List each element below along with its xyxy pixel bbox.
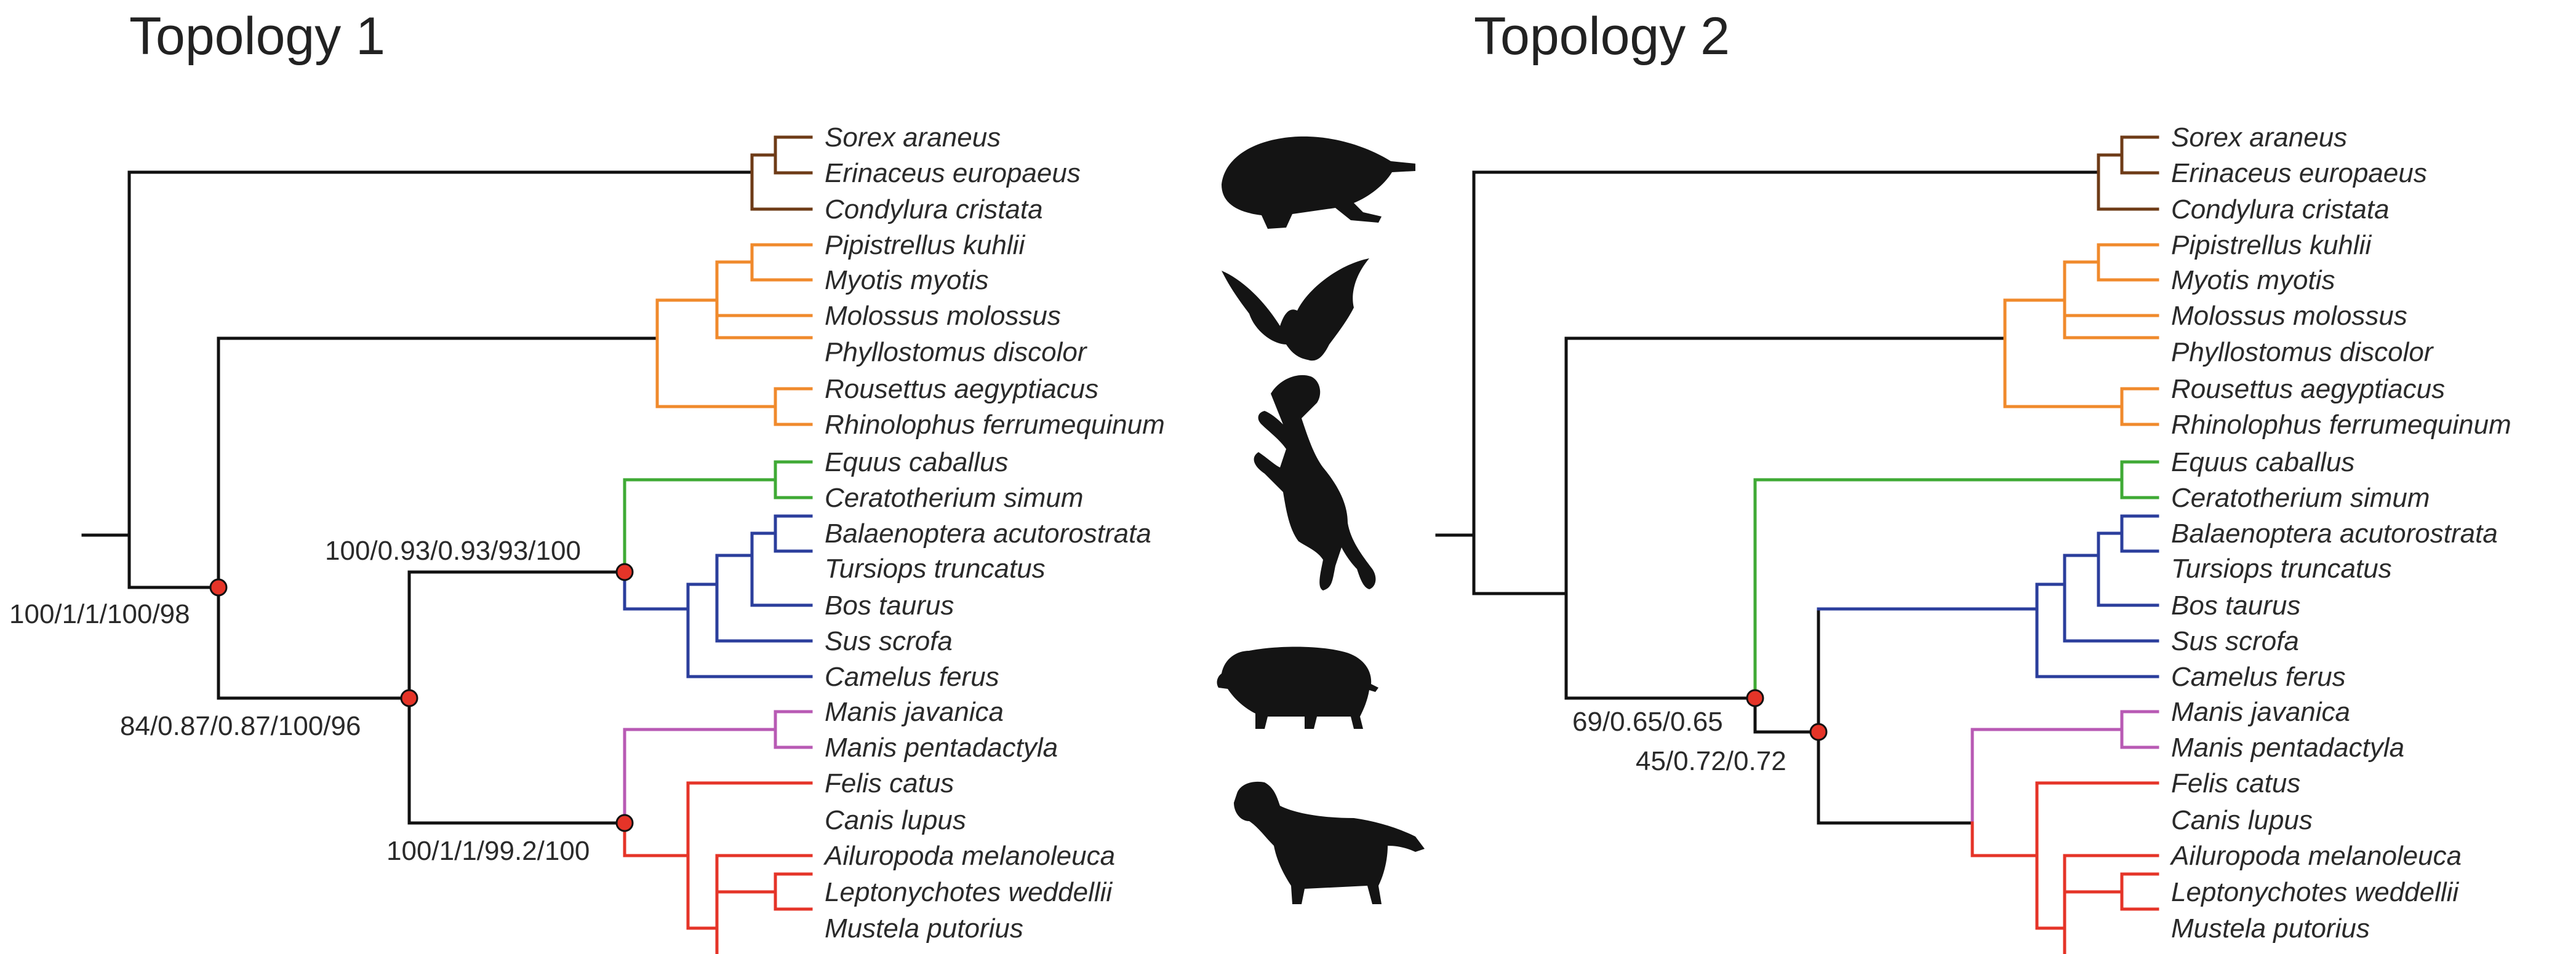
tree-topology-1: 100/1/1/100/98 84/0.87/0.87/100/96 100/0… [9,135,813,954]
t1-taxon: Erinaceus europaeus [825,158,1081,188]
t2-taxon: Sorex araneus [2171,122,2347,153]
t2-support-node-a: 69/0.65/0.65 [1572,707,1723,737]
t2-taxon: Sus scrofa [2171,626,2299,656]
t2-taxon: Rousettus aegyptiacus [2171,374,2445,404]
t1-eulipotyphla-clade [750,135,813,211]
t1-taxon: Tursiops truncatus [825,554,1046,584]
t1-chiroptera-clade [655,243,813,426]
t2-carnivora-clade [1970,781,2159,954]
t2-node-marker-b [1809,723,1828,741]
dog-icon [1234,781,1425,904]
t2-node-a-to-b [1753,696,1820,734]
t1-taxon: Camelus ferus [825,662,999,692]
t2-perissodactyla-clade [1753,460,2159,700]
t1-support-root: 100/1/1/100/98 [9,599,190,629]
t1-taxon: Balaenoptera acutorostrata [825,519,1151,549]
t1-taxon: Ailuropoda melanoleuca [823,841,1115,871]
t2-taxon: Leptonychotes weddellii [2171,877,2459,907]
t2-taxon: Phyllostomus discolor [2171,337,2434,367]
t2-taxon-labels: Sorex araneus Erinaceus europaeus Condyl… [2169,122,2511,944]
horse-icon [1254,375,1376,590]
t1-support-node-b: 84/0.87/0.87/100/96 [120,711,361,741]
t2-taxon: Felis catus [2171,768,2300,798]
t2-taxon: Balaenoptera acutorostrata [2171,519,2498,549]
t1-taxon-labels: Sorex araneus Erinaceus europaeus Condyl… [823,122,1165,944]
t1-taxon: Phyllostomus discolor [825,337,1088,367]
t2-taxon: Myotis myotis [2171,265,2335,295]
t2-taxon: Pipistrellus kuhlii [2171,230,2372,260]
t1-taxon: Mustela putorius [825,913,1023,944]
t1-taxon: Sus scrofa [825,626,953,656]
title-topology-1: Topology 1 [129,7,385,66]
t2-taxon: Equus caballus [2171,447,2354,477]
t2-taxon: Molossus molossus [2171,301,2407,331]
t1-support-ferae: 100/1/1/99.2/100 [386,836,590,866]
t2-taxon: Manis pentadactyla [2171,733,2404,763]
mole-icon [1222,136,1415,229]
t1-taxon: Condylura cristata [825,194,1043,225]
pig-icon [1217,646,1378,729]
t1-node-marker-perisso [615,563,634,581]
t2-support-node-b: 45/0.72/0.72 [1636,746,1786,776]
t2-taxon: Ceratotherium simum [2171,483,2430,513]
t1-taxon: Equus caballus [825,447,1008,477]
t1-node-marker-root [209,578,228,597]
t1-taxon: Myotis myotis [825,265,988,295]
t1-carnivora-clade [623,781,813,954]
t1-pholidota-clade [623,710,813,825]
t1-taxon: Manis javanica [825,697,1004,727]
t1-taxon: Ceratotherium simum [825,483,1084,513]
t1-taxon: Felis catus [825,768,954,798]
t2-taxon: Manis javanica [2171,697,2350,727]
t1-taxon: Leptonychotes weddellii [825,877,1113,907]
t2-node-marker-a [1746,689,1764,707]
t2-taxon: Mustela putorius [2171,913,2370,944]
t2-cetartiodactyla-clade [1817,514,2159,678]
t1-taxon: Manis pentadactyla [825,733,1058,763]
t1-taxon: Molossus molossus [825,301,1061,331]
t2-taxon: Ailuropoda melanoleuca [2169,841,2462,871]
t2-taxon: Condylura cristata [2171,194,2390,225]
t1-node-marker-b [400,689,418,707]
t1-cetartiodactyla-clade [623,514,813,678]
t2-taxon: Rhinolophus ferrumequinum [2171,410,2511,440]
t2-taxon: Erinaceus europaeus [2171,158,2427,188]
tree-topology-2: 69/0.65/0.65 45/0.72/0.72 [1435,135,2159,954]
t1-node-marker-ferae [615,814,634,832]
t1-perissodactyla-clade [623,460,813,574]
t2-pholidota-clade [1970,710,2159,825]
t2-taxon: Bos taurus [2171,590,2300,621]
t2-taxon: Camelus ferus [2171,662,2346,692]
t1-taxon: Pipistrellus kuhlii [825,230,1025,260]
t2-taxon: Tursiops truncatus [2171,554,2392,584]
bat-icon [1222,258,1369,361]
t2-chiroptera-clade [2003,243,2159,426]
title-topology-2: Topology 2 [1474,7,1730,66]
t1-taxon: Rhinolophus ferrumequinum [825,410,1165,440]
t2-eulipotyphla-clade [2097,135,2159,211]
t1-taxon: Rousettus aegyptiacus [825,374,1098,404]
t1-taxon: Bos taurus [825,590,954,621]
t1-taxon: Sorex araneus [825,122,1001,153]
t1-taxon: Canis lupus [825,805,966,835]
t2-taxon: Canis lupus [2171,805,2313,835]
t1-support-perisso: 100/0.93/0.93/93/100 [325,536,581,566]
